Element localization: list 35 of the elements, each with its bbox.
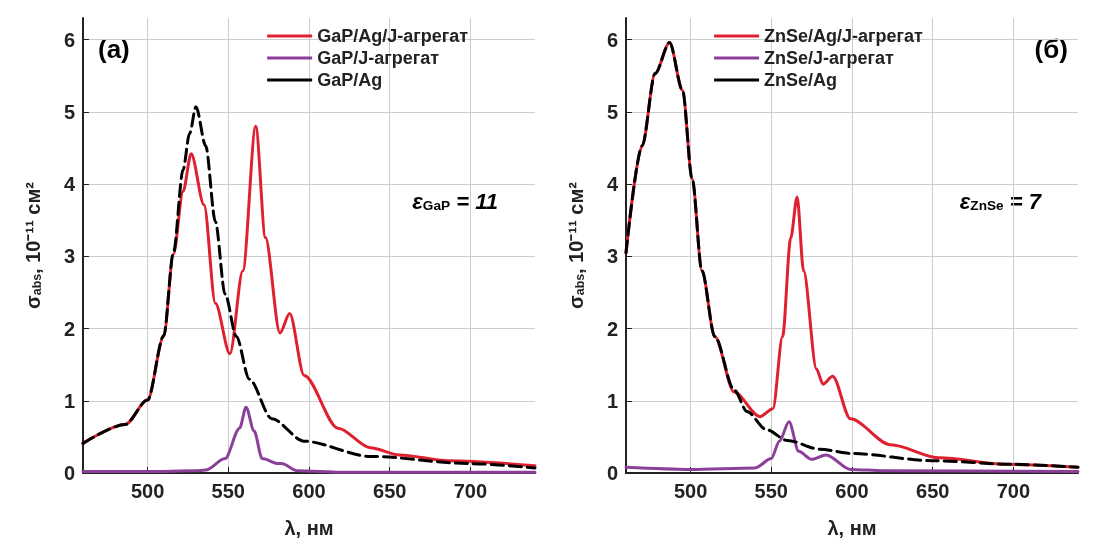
x-axis-title: λ, нм bbox=[827, 517, 877, 539]
x-tick-label: 600 bbox=[292, 480, 326, 502]
y-tick-label: 1 bbox=[606, 389, 618, 412]
x-tick-label: 550 bbox=[754, 480, 788, 502]
y-tick-label: 1 bbox=[63, 389, 75, 412]
legend-label: ZnSe/Ag bbox=[764, 70, 838, 90]
x-tick-label: 600 bbox=[835, 480, 869, 502]
y-tick-label: 3 bbox=[63, 245, 75, 268]
legend-label: GaP/J-агрегат bbox=[317, 48, 440, 68]
legend-label: ZnSe/Ag/J-агрегат bbox=[764, 26, 924, 46]
legend-label: GaP/Ag/J-агрегат bbox=[317, 26, 469, 46]
y-tick-label: 2 bbox=[606, 317, 618, 340]
x-tick-label: 650 bbox=[916, 480, 950, 502]
y-tick-label: 6 bbox=[63, 28, 75, 51]
y-tick-label: 4 bbox=[63, 173, 76, 196]
legend-label: ZnSe/J-агрегат bbox=[764, 48, 895, 68]
x-tick-label: 700 bbox=[453, 480, 488, 502]
annotation: εGaP = 11 bbox=[412, 188, 499, 214]
x-axis-title: λ, нм bbox=[284, 517, 334, 539]
annotation: (б) bbox=[1034, 34, 1069, 64]
x-tick-label: 550 bbox=[211, 480, 245, 502]
x-tick-label: 700 bbox=[996, 480, 1031, 502]
y-tick-label: 5 bbox=[63, 100, 75, 123]
y-tick-label: 6 bbox=[606, 28, 618, 51]
y-tick-label: 4 bbox=[606, 173, 619, 196]
x-tick-label: 500 bbox=[130, 480, 165, 502]
annotation: (a) bbox=[98, 34, 130, 64]
y-tick-label: 5 bbox=[606, 100, 618, 123]
x-tick-label: 650 bbox=[373, 480, 407, 502]
legend-label: GaP/Ag bbox=[317, 70, 383, 90]
y-tick-label: 0 bbox=[63, 462, 75, 484]
y-tick-label: 3 bbox=[606, 245, 618, 268]
y-tick-label: 0 bbox=[606, 462, 618, 484]
x-tick-label: 500 bbox=[673, 480, 708, 502]
y-tick-label: 2 bbox=[63, 317, 75, 340]
